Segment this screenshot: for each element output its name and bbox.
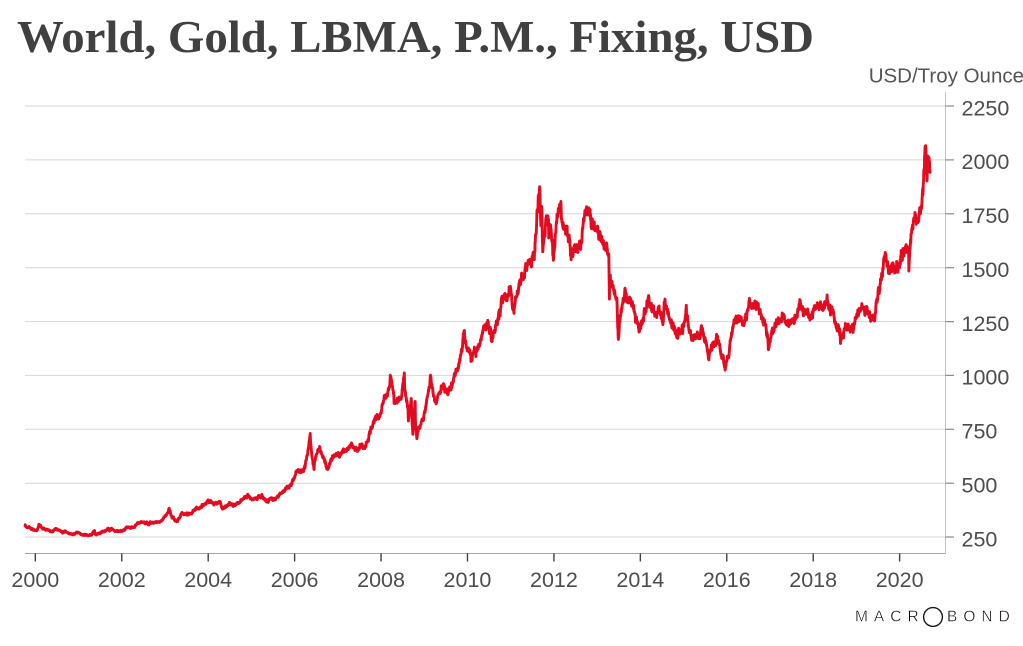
svg-text:2014: 2014	[616, 568, 664, 592]
svg-text:World, Gold, LBMA, P.M., Fixin: World, Gold, LBMA, P.M., Fixing, USD	[17, 12, 814, 62]
svg-text:2010: 2010	[444, 568, 492, 592]
svg-text:1000: 1000	[962, 366, 1010, 390]
svg-text:1250: 1250	[962, 312, 1010, 336]
svg-text:2016: 2016	[703, 568, 751, 592]
svg-text:2000: 2000	[11, 568, 59, 592]
svg-text:750: 750	[962, 420, 998, 444]
svg-text:2000: 2000	[962, 150, 1010, 174]
svg-text:USD/Troy Ounce: USD/Troy Ounce	[869, 65, 1023, 88]
svg-text:500: 500	[962, 474, 998, 498]
svg-text:1500: 1500	[962, 258, 1010, 282]
svg-text:1750: 1750	[962, 204, 1010, 228]
svg-text:2020: 2020	[876, 568, 924, 592]
svg-text:2006: 2006	[271, 568, 319, 592]
svg-text:2012: 2012	[530, 568, 578, 592]
svg-text:BOND: BOND	[947, 609, 1016, 626]
svg-text:2250: 2250	[962, 96, 1010, 120]
svg-text:250: 250	[962, 527, 998, 551]
svg-text:2018: 2018	[789, 568, 837, 592]
svg-text:2008: 2008	[357, 568, 405, 592]
svg-text:2002: 2002	[98, 568, 146, 592]
svg-text:MACR: MACR	[855, 609, 925, 626]
svg-text:2004: 2004	[184, 568, 232, 592]
